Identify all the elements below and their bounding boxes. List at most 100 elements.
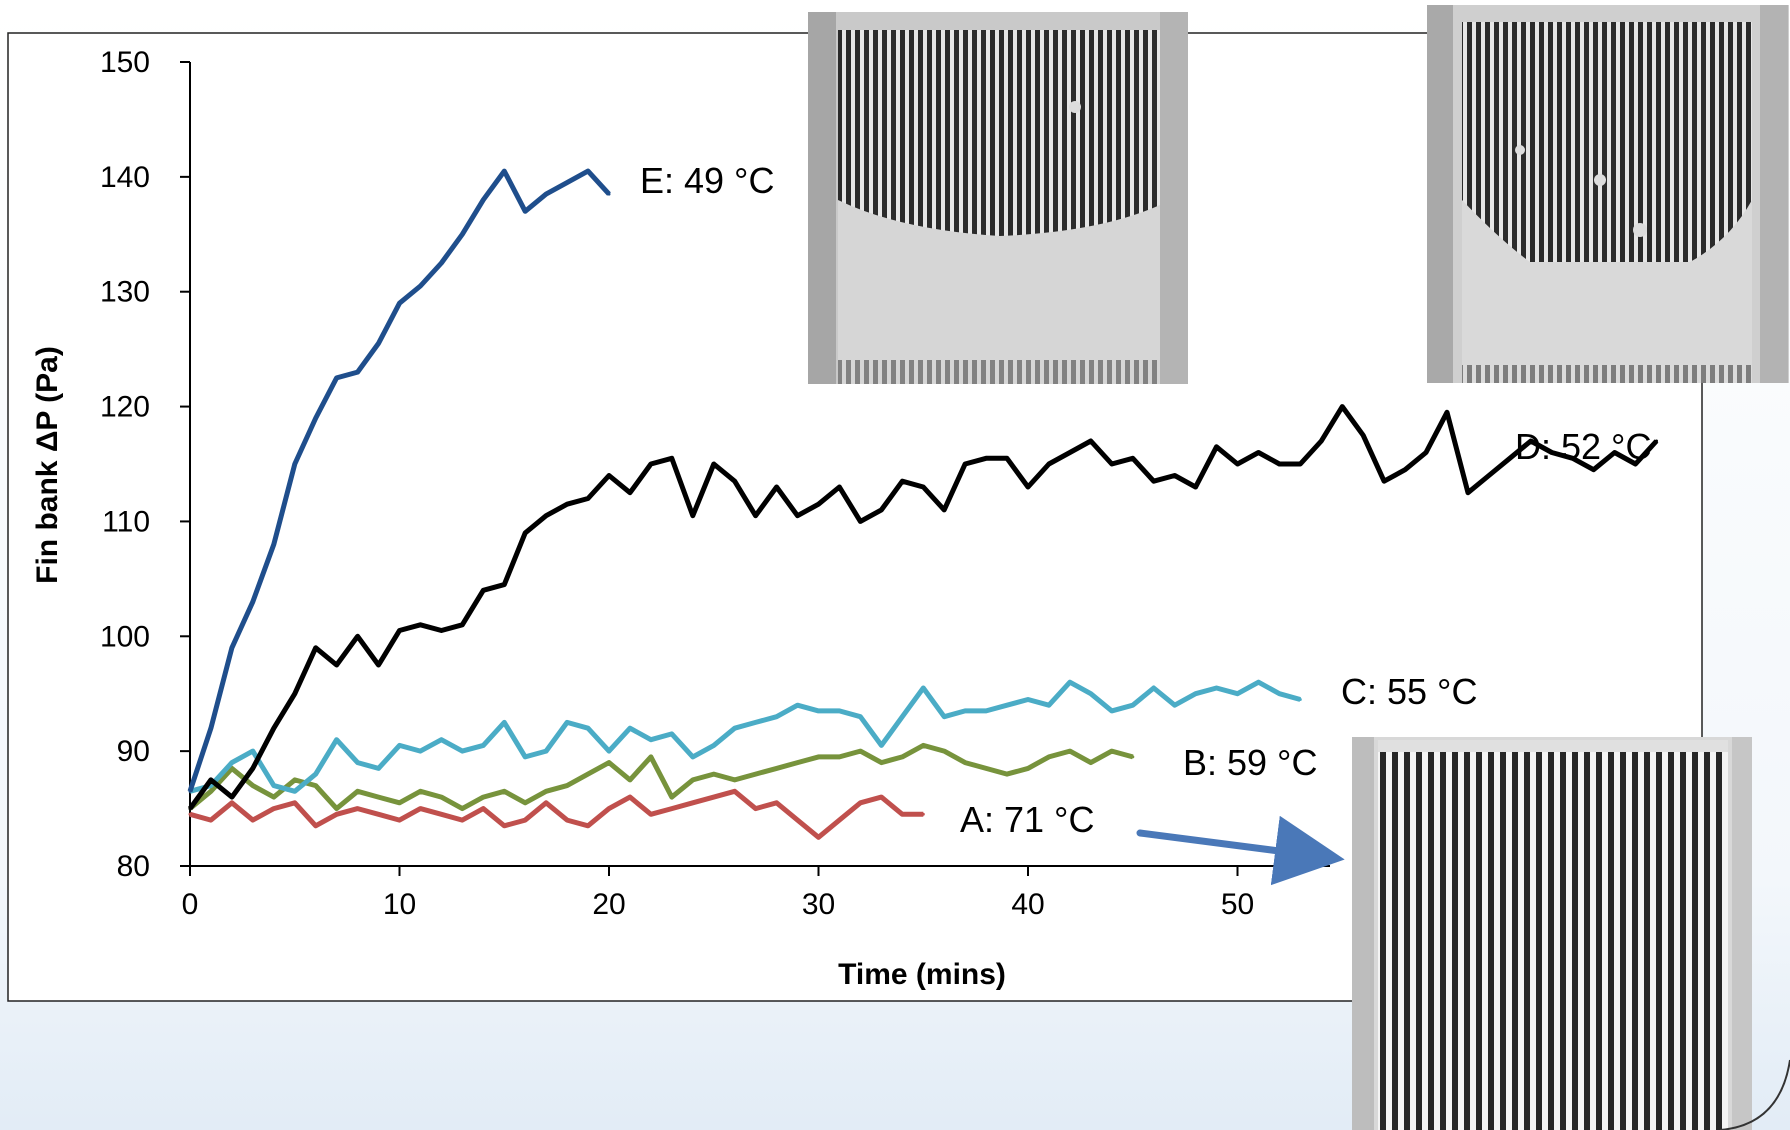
data-point-d [837,485,841,489]
data-point-c [1026,698,1030,701]
data-point-d [1152,479,1156,483]
data-point-d [670,456,674,460]
y-tick-label: 120 [100,391,150,424]
data-point-a [230,801,234,805]
data-point-d [1047,462,1051,466]
data-point-e [481,198,485,202]
data-point-a [523,818,527,822]
data-point-b [607,761,611,765]
data-point-e [335,376,339,380]
data-point-d [1508,456,1512,460]
data-point-e [377,341,380,345]
data-point-a [377,812,380,816]
y-tick-label: 140 [100,161,150,194]
data-point-d [1403,468,1407,472]
data-point-c [377,766,380,770]
data-point-d [1089,439,1093,443]
data-point-c [879,743,883,747]
data-point-b [418,789,422,793]
data-point-a [858,801,862,805]
data-point-e [586,169,590,173]
data-point-d [712,462,716,466]
data-point-b [670,795,674,799]
data-point-c [439,738,443,742]
data-point-e [251,600,255,604]
data-point-c [1215,686,1218,690]
data-point-d [921,485,925,489]
data-point-e [356,370,360,374]
data-point-c [1277,692,1281,696]
data-point-d [858,519,862,523]
series-label-d: D: 52 °C [1515,426,1651,467]
data-point-a [670,807,674,811]
x-axis-title: Time (mins) [838,958,1006,991]
data-point-a [649,812,653,816]
data-point-d [1131,456,1135,460]
y-tick-label: 90 [117,735,150,768]
data-point-a [733,789,737,793]
slide-corner-decoration [1719,1059,1790,1130]
data-point-d [942,508,946,512]
data-point-c [628,726,632,730]
data-point-d [251,766,255,770]
data-point-a [418,807,422,811]
x-tick-label: 30 [802,888,835,921]
data-point-d [817,502,820,506]
data-point-d [754,514,758,518]
data-point-c [230,761,234,765]
x-tick-label: 10 [383,888,416,921]
series-line-b [188,742,1134,812]
data-point-d [1382,479,1386,483]
data-point-e [398,301,401,305]
data-point-d [1257,451,1260,454]
data-point-b [712,772,716,776]
data-point-a [439,812,443,816]
data-point-b [858,749,862,753]
data-point-d [544,514,548,518]
data-point-c [1047,703,1051,707]
data-point-c [670,732,674,736]
annotation-arrow [1136,815,1345,886]
data-point-c [837,709,841,713]
data-point-b [1005,772,1009,776]
data-point-c [984,709,988,713]
data-point-e [418,284,422,288]
data-point-d [1068,451,1072,454]
data-point-c [1298,698,1302,701]
data-point-b [1089,761,1093,765]
data-point-b [377,795,380,799]
data-point-d [1424,451,1428,454]
data-point-a [314,824,318,828]
data-point-b [817,755,820,759]
data-point-a [628,795,632,799]
data-point-c [900,715,904,719]
data-point-c [691,755,695,759]
data-point-e [188,789,192,793]
data-point-e [209,726,213,730]
y-tick-label: 150 [100,46,150,79]
data-point-a [293,801,297,805]
data-point-c [481,743,485,747]
data-point-c [754,720,758,724]
data-point-b [460,807,464,811]
data-point-b [837,755,841,759]
data-point-b [481,795,485,799]
x-tick-label: 50 [1221,888,1254,921]
data-point-d [649,462,653,466]
data-point-d [900,479,904,483]
data-point-e [544,192,548,196]
data-point-a [565,818,569,822]
data-point-d [398,629,401,632]
data-point-e [439,261,443,265]
data-point-b [984,766,988,770]
data-point-c [775,715,779,719]
data-point-d [335,663,339,667]
data-point-b [1131,755,1135,759]
data-point-d [1613,451,1617,454]
data-point-d [963,462,967,466]
data-point-a [481,807,485,811]
data-point-d [1550,451,1554,454]
data-point-a [900,812,904,816]
data-point-b [356,789,360,793]
